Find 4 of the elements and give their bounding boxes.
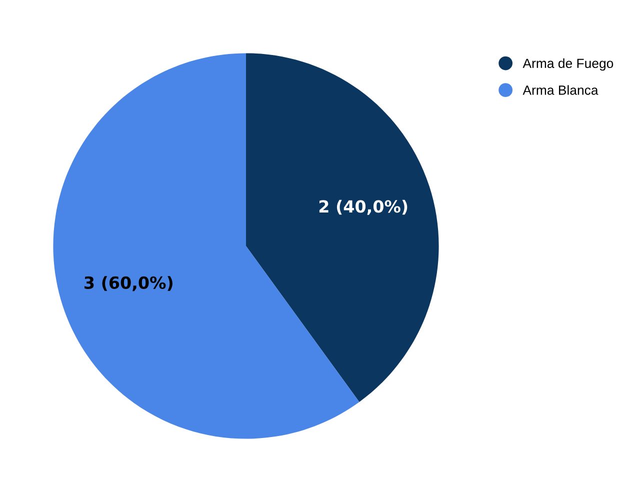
data-label: 3 (60,0%) [84, 276, 172, 292]
legend-label: Arma Blanca [522, 85, 598, 95]
data-label: 2 (40,0%) [319, 200, 408, 215]
legend-label: Arma de Fuego [522, 58, 614, 71]
